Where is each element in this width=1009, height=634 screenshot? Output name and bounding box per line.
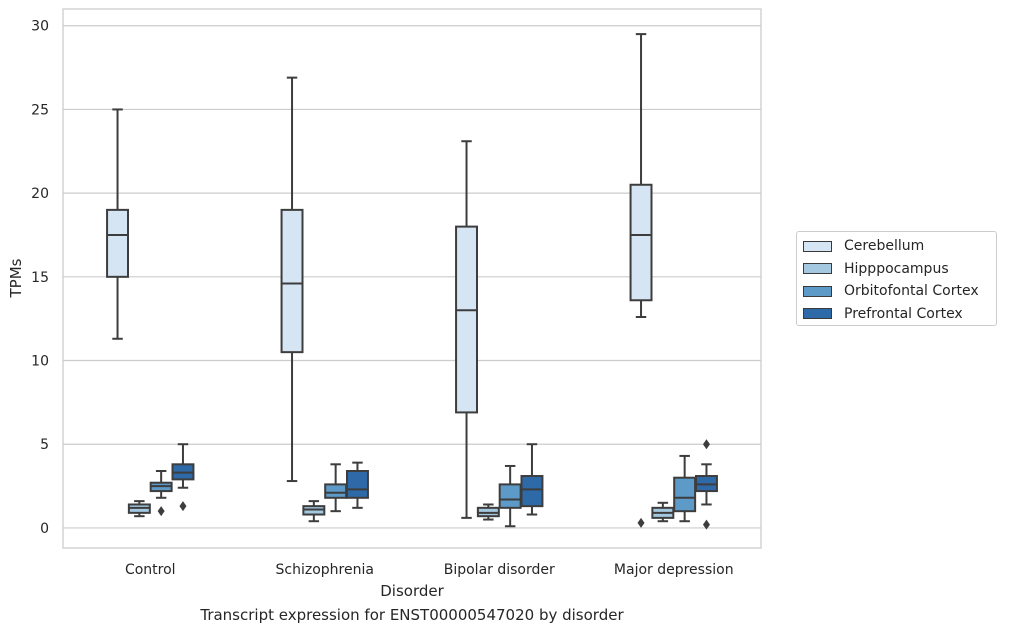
x-axis-title: Disorder xyxy=(380,582,444,600)
box-orbitofontal-cortex xyxy=(498,464,522,528)
box-hipppocampus xyxy=(127,500,151,518)
box-iqr xyxy=(324,483,348,499)
plot-frame xyxy=(62,8,762,549)
legend-swatch xyxy=(803,285,832,297)
box-iqr xyxy=(455,225,479,414)
box-groups xyxy=(106,33,718,530)
box-prefrontal-cortex xyxy=(520,443,544,516)
legend-swatch xyxy=(803,308,832,320)
box-iqr xyxy=(520,475,544,508)
box-cerebellum xyxy=(106,108,130,340)
y-tick-labels: 0 5 10 15 20 25 30 xyxy=(31,19,49,537)
y-tick-label: 30 xyxy=(31,19,49,35)
legend-item: Prefrontal Cortex xyxy=(803,303,996,326)
box-prefrontal-cortex xyxy=(345,461,369,509)
box-orbitofontal-cortex xyxy=(149,470,173,517)
legend-label: Prefrontal Cortex xyxy=(844,305,963,322)
box-cerebellum xyxy=(280,76,304,483)
chart-caption: Transcript expression for ENST0000054702… xyxy=(200,606,624,624)
outlier-point xyxy=(179,501,187,512)
legend-item: Cerebellum xyxy=(803,235,996,258)
box-iqr xyxy=(106,208,130,278)
y-tick-label: 25 xyxy=(31,102,49,118)
box-hipppocampus xyxy=(476,503,500,521)
box-iqr xyxy=(629,183,653,302)
outlier-point xyxy=(702,519,710,530)
box-cerebellum xyxy=(629,33,653,528)
box-iqr xyxy=(498,483,522,509)
legend-swatch xyxy=(803,263,832,275)
box-orbitofontal-cortex xyxy=(324,463,348,513)
box-prefrontal-cortex xyxy=(694,439,718,530)
legend-label: Orbitofontal Cortex xyxy=(844,283,979,300)
legend-label: Hipppocampus xyxy=(844,260,949,277)
legend: Cerebellum Hipppocampus Orbitofontal Corte… xyxy=(796,231,997,326)
legend-item: Hipppocampus xyxy=(803,258,996,281)
y-tick-label: 15 xyxy=(31,270,49,286)
box-hipppocampus xyxy=(651,501,675,523)
box-iqr xyxy=(345,470,369,499)
y-tick-label: 0 xyxy=(40,521,49,537)
y-tick-label: 5 xyxy=(40,437,49,453)
y-gridlines xyxy=(63,25,761,529)
legend-swatch xyxy=(803,240,832,252)
x-tick-label: Schizophrenia xyxy=(276,562,374,578)
x-tick-label: Major depression xyxy=(614,562,734,578)
y-tick-label: 10 xyxy=(31,354,49,370)
box-iqr xyxy=(280,208,304,354)
outlier-point xyxy=(637,517,645,528)
x-tick-label: Bipolar disorder xyxy=(444,562,555,578)
x-tick-label: Control xyxy=(125,562,176,578)
x-tick-labels: Control Schizophrenia Bipolar disorder Majo… xyxy=(125,562,734,578)
y-tick-label: 20 xyxy=(31,186,49,202)
box-cerebellum xyxy=(455,140,479,519)
box-iqr xyxy=(673,476,697,513)
outlier-point xyxy=(702,439,710,450)
box-orbitofontal-cortex xyxy=(673,454,697,523)
outlier-point xyxy=(157,506,165,517)
legend-label: Cerebellum xyxy=(844,238,925,255)
box-hipppocampus xyxy=(302,500,326,523)
legend-item: Orbitofontal Cortex xyxy=(803,280,996,303)
y-axis-title: TPMs xyxy=(7,258,25,298)
box-prefrontal-cortex xyxy=(171,443,195,512)
